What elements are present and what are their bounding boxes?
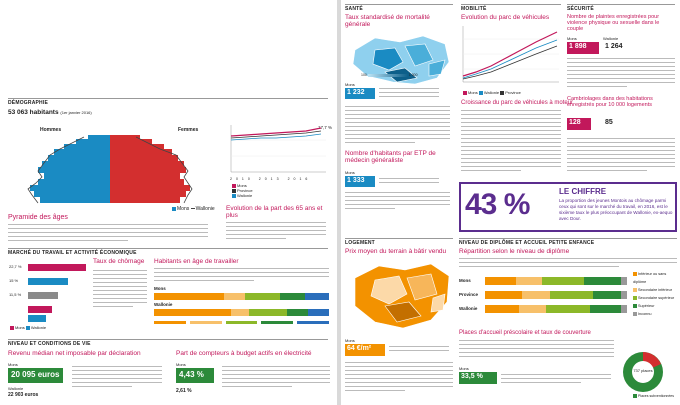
diplome-row-mons: Mons xyxy=(459,278,471,283)
places-value-label: Mons xyxy=(459,366,469,371)
pyramid-legend: Mons Wallonie xyxy=(172,206,215,212)
pyramid-women xyxy=(110,135,190,203)
chomage-label-1: 22,7 % xyxy=(9,264,22,269)
diplome-bar-wallonie xyxy=(485,305,627,313)
right-page: SANTÉ Taux standardisé de mortalité géné… xyxy=(341,0,680,405)
share-65-legend: Mons Province Wallonie xyxy=(232,183,253,198)
medecin-title: Nombre d'habitants par ETP de médecin gé… xyxy=(345,150,436,164)
section-securite: SÉCURITÉ xyxy=(567,4,675,12)
pyramid-men xyxy=(30,135,110,203)
left-page: DÉMOGRAPHIE 53 063 habitants (1er janvie… xyxy=(0,0,337,405)
share-65-value: 17,7 % xyxy=(318,125,333,130)
section-sante: SANTÉ xyxy=(345,4,453,12)
chiffre-box: 43 % LE CHIFFRE La proportion des jeunes… xyxy=(459,182,677,232)
medecin-value: 1 333 xyxy=(345,176,375,187)
revenu-label-wallonie: Wallonie xyxy=(8,386,24,391)
parc-title: Evolution du parc de véhicules xyxy=(461,14,550,21)
places-pie-chart xyxy=(623,352,663,392)
section-mobilite: MOBILITÉ xyxy=(461,4,561,12)
chomage-bar-chart xyxy=(28,264,86,322)
violence-title: Nombre de plaintes enregistrées pour vio… xyxy=(567,14,660,32)
diplome-bar-province xyxy=(485,291,628,299)
mortalite-map xyxy=(352,35,450,85)
violence-label-mons: Mons xyxy=(567,36,577,41)
pie-legend: Places subventionnées xyxy=(633,394,679,399)
habitants-row-mons: Mons xyxy=(154,286,166,291)
pyramid-title: Pyramide des âges xyxy=(8,214,68,221)
chiffre-title: LE CHIFFRE xyxy=(559,187,607,196)
croissance-title: Croissance du parc de véhicules à moteur xyxy=(461,100,574,106)
diplome-row-province: Province xyxy=(459,292,479,297)
diplome-bar-mons xyxy=(485,277,627,285)
habitants-row-wallonie: Wallonie xyxy=(154,302,173,307)
compteurs-mons-value: 4,43 % xyxy=(176,368,214,383)
violence-mons-value: 1 898 xyxy=(567,42,599,54)
mortalite-title: Taux standardisé de mortalité générale xyxy=(345,14,430,28)
compteurs-label: Mons xyxy=(176,362,186,367)
section-marche-travail: MARCHÉ DU TRAVAIL ET ACTIVITÉ ÉCONOMIQUE xyxy=(8,248,328,256)
terrain-value: 64 €/m² xyxy=(345,344,385,356)
compteurs-title: Part de compteurs à budget actifs en éle… xyxy=(176,350,312,357)
chiffre-value: 43 % xyxy=(465,188,530,221)
places-value: 33,5 % xyxy=(459,372,497,384)
section-demographie: DÉMOGRAPHIE xyxy=(8,98,328,106)
habitants-stacked-bar-mons xyxy=(154,293,329,300)
cambriolages-wallonie-value: 85 xyxy=(605,119,613,126)
cambriolages-title: Cambriolages dans des habitations enregi… xyxy=(567,96,653,108)
femmes-label: Femmes xyxy=(178,127,199,133)
revenu-label-mons: Mons xyxy=(8,362,18,367)
diplome-title: Répartition selon le niveau de diplôme xyxy=(459,248,570,255)
revenu-wallonie-value: 22 903 euros xyxy=(8,392,39,398)
chiffre-text: La proportion des jeunes Montois au chôm… xyxy=(559,198,673,221)
parc-line-chart xyxy=(462,26,559,83)
terrain-map xyxy=(354,263,450,329)
habitants-stacked-bar-wallonie xyxy=(154,309,329,316)
revenu-mons-value: 20 095 euros xyxy=(8,368,63,383)
chomage-legend: Mons Wallonie xyxy=(10,325,46,331)
cambriolages-mons-value: 128 xyxy=(567,118,591,130)
diplome-legend: Inférieur ou sans diplôme Secondaire inf… xyxy=(633,272,675,316)
chomage-label-3: 11,5 % xyxy=(9,292,22,297)
pie-center-label: 737 places xyxy=(633,368,653,373)
mortalite-value-label: Mons xyxy=(345,82,355,87)
section-diplome: NIVEAU DE DIPLÔME ET ACCUEIL PETITE ENFA… xyxy=(459,238,677,246)
age-pyramid-chart xyxy=(27,135,193,204)
chomage-label-2: 15 % xyxy=(9,278,19,283)
habitants-travailler-title: Habitants en âge de travailler xyxy=(154,258,239,265)
section-logement: LOGEMENT xyxy=(345,238,453,246)
violence-wallonie-value: 1 264 xyxy=(605,43,623,50)
share-65-line-chart xyxy=(230,125,326,173)
places-title: Places d'accueil préscolaire et taux de … xyxy=(459,330,591,336)
section-niveau-vie: NIVEAU ET CONDITIONS DE VIE xyxy=(8,339,328,347)
mortalite-value: 1 232 xyxy=(345,88,375,99)
terrain-title: Prix moyen du terrain à bâtir vendu xyxy=(345,248,447,255)
parc-legend: Mons Wallonie Province xyxy=(463,90,521,96)
habitants-legend xyxy=(154,321,329,329)
medecin-value-label: Mons xyxy=(345,170,355,175)
share-65-years: 2010 2013 2016 xyxy=(230,177,312,181)
share-65-title: Evolution de la part des 65 ans et plus xyxy=(226,205,323,219)
chomage-title: Taux de chômage xyxy=(93,258,145,265)
diplome-row-wallonie: Wallonie xyxy=(459,306,478,311)
population-value: 53 063 habitants (1er janvier 2016) xyxy=(8,109,92,116)
revenu-title: Revenu médian net imposable par déclarat… xyxy=(8,350,141,357)
violence-label-wallonie: Wallonie xyxy=(603,36,619,41)
hommes-label: Hommes xyxy=(40,127,62,133)
terrain-value-label: Mons xyxy=(345,338,355,343)
compteurs-wallonie-value: 2,61 % xyxy=(176,388,192,394)
mortalite-legend: 100 1 300 xyxy=(361,73,418,77)
